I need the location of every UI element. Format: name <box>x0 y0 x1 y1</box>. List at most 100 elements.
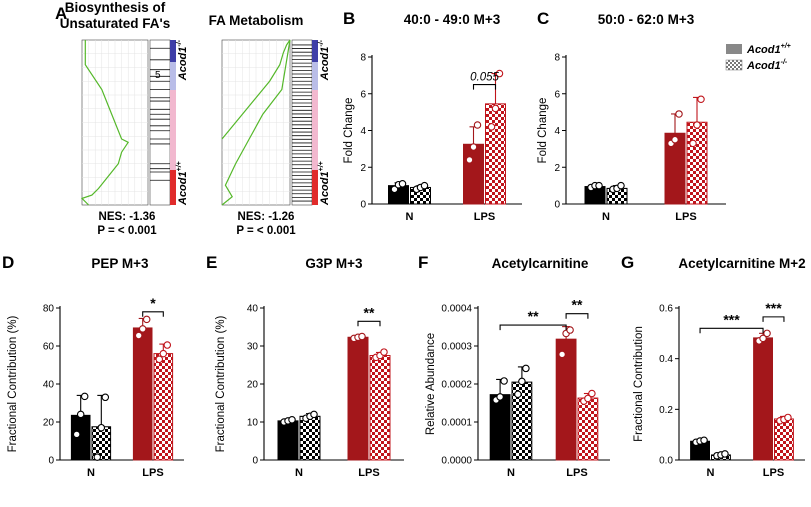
gsea1-rank-blue <box>170 40 176 62</box>
y-axis-label: Fold Change <box>343 98 355 164</box>
gsea2-rank-lightblue <box>312 62 318 90</box>
y-tick-label: 2 <box>360 163 366 174</box>
x-category-label: N <box>87 467 95 479</box>
data-point <box>496 393 504 401</box>
data-point <box>697 95 705 104</box>
gsea1-label-ko-sup: -/- <box>176 39 183 46</box>
data-point <box>358 332 366 341</box>
y-tick-label: 20 <box>43 418 55 429</box>
y-tick-label: 0.6 <box>659 304 673 315</box>
gsea2-label-wt-text: Acod1 <box>319 171 331 206</box>
y-tick-label: 8 <box>554 53 560 64</box>
data-point <box>80 392 89 401</box>
data-point <box>495 69 504 78</box>
gsea1-hit-lines <box>150 47 170 181</box>
y-tick-label: 10 <box>247 418 259 429</box>
data-point <box>163 341 172 349</box>
data-point <box>558 350 566 359</box>
data-point <box>518 377 526 386</box>
significance-bracket <box>472 84 497 90</box>
gsea1-label-wt-text: Acod1 <box>177 171 189 206</box>
chart-title: PEP M+3 <box>91 256 149 271</box>
data-point <box>566 326 574 334</box>
bar <box>299 415 321 461</box>
x-category-label: N <box>707 467 715 479</box>
y-tick-label: 40 <box>247 304 259 315</box>
bar <box>577 397 599 461</box>
y-tick-label: 0 <box>48 456 54 467</box>
bar <box>555 338 577 461</box>
y-tick-label: 40 <box>43 380 55 391</box>
y-axis-label: Fold Change <box>537 98 549 164</box>
y-axis-label: Fractional Contribution (%) <box>7 315 19 452</box>
significance-label: 0.055 <box>470 72 499 84</box>
data-point <box>134 331 143 340</box>
x-category-label: LPS <box>763 467 784 479</box>
gsea2-title: FA Metabolism <box>209 13 304 28</box>
bar <box>70 414 91 461</box>
data-point <box>72 430 81 439</box>
gsea2-nes: NES: -1.26 <box>238 211 295 223</box>
legend-label-ko: Acod1-/- <box>746 59 788 72</box>
bar <box>753 337 773 461</box>
legend-label-ko-text: Acod1 <box>746 60 781 72</box>
legend-label-ko-sup: -/- <box>781 59 788 66</box>
data-point <box>700 436 708 444</box>
data-point <box>689 139 697 148</box>
data-point <box>159 349 168 358</box>
gsea2-grid <box>222 40 290 205</box>
data-point <box>473 121 482 129</box>
y-tick-label: 20 <box>247 380 259 391</box>
y-tick-label: 0.0001 <box>441 418 472 429</box>
data-point <box>514 390 522 399</box>
data-point <box>721 450 729 458</box>
y-tick-label: 0.4 <box>659 354 673 365</box>
y-tick-label: 0 <box>252 456 258 467</box>
significance-bracket <box>762 316 785 322</box>
gsea1-grid <box>82 40 148 205</box>
panel-c-label: C <box>537 9 549 28</box>
gsea2-label-wt-sup: +/+ <box>318 161 325 171</box>
y-tick-label: 0.0004 <box>441 304 472 315</box>
y-tick-label: 0 <box>360 200 366 211</box>
gsea2-rank-red <box>312 170 318 205</box>
panel-e-label: E <box>206 253 217 272</box>
gsea2-label-ko-text: Acod1 <box>319 47 331 82</box>
data-point <box>420 181 429 190</box>
data-point <box>390 185 399 194</box>
chart-d: PEP M+3 Fractional Contribution (%) 0 20 40 6… <box>7 256 184 479</box>
legend-label-wt-sup: +/+ <box>781 43 791 50</box>
y-tick-label: 6 <box>360 89 366 100</box>
gsea1-label-ko-text: Acod1 <box>177 47 189 82</box>
significance-bracket <box>499 324 567 331</box>
panel-a-label: A <box>55 4 67 23</box>
x-category-label: LPS <box>358 467 379 479</box>
y-tick-label: 4 <box>554 126 560 137</box>
gsea2-label-wt: Acod1+/+ <box>318 161 331 206</box>
chart-c: 50:0 - 62:0 M+3 Fold Change 0 2 4 6 8 N LPS <box>537 12 726 223</box>
y-tick-label: 8 <box>360 53 366 64</box>
x-category-label: LPS <box>675 211 696 223</box>
data-point <box>380 348 388 356</box>
gsea2-enrichment-curve <box>221 39 291 206</box>
data-point <box>101 393 110 402</box>
chart-g: Acetylcarnitine M+2 Fractional Contributi… <box>633 256 806 479</box>
data-point <box>138 325 147 333</box>
bar <box>277 420 299 461</box>
gsea2-rank-gradient <box>312 40 318 205</box>
data-point <box>288 415 296 424</box>
data-point <box>310 410 318 419</box>
data-point <box>93 453 102 461</box>
gsea2-pvalue: P = < 0.001 <box>236 225 296 237</box>
data-point <box>693 121 701 129</box>
bar <box>153 353 174 461</box>
panel-f-label: F <box>418 253 428 272</box>
data-point <box>522 364 530 373</box>
data-point <box>784 413 792 422</box>
gsea2-hit-lines <box>292 44 312 202</box>
panel-g-label: G <box>621 253 634 272</box>
gsea1-rank-lightblue <box>170 62 176 90</box>
bar <box>347 336 369 461</box>
data-point <box>487 123 496 131</box>
